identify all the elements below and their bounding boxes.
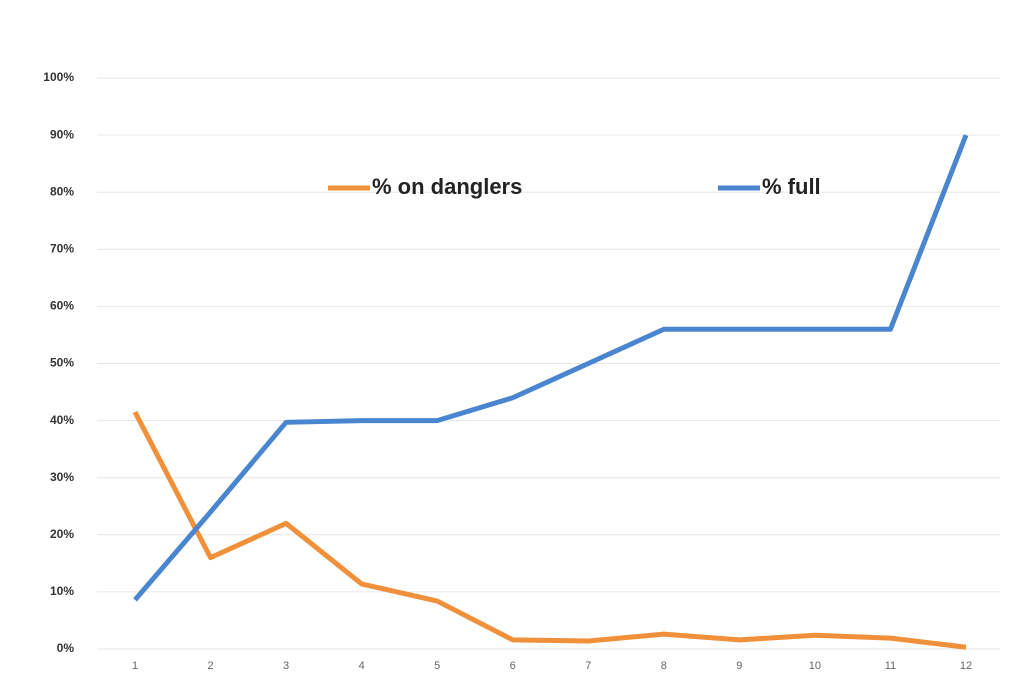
x-tick-label: 1: [132, 660, 138, 672]
legend-label: % on danglers: [372, 174, 522, 199]
x-tick-label: 3: [283, 660, 289, 672]
x-tick-label: 7: [585, 660, 591, 672]
x-tick-label: 6: [510, 660, 516, 672]
x-tick-label: 12: [960, 660, 972, 672]
y-tick-label: 30%: [50, 470, 74, 484]
x-tick-label: 8: [661, 660, 667, 672]
y-tick-label: 20%: [50, 527, 74, 541]
y-tick-label: 100%: [43, 70, 74, 84]
y-tick-label: 10%: [50, 584, 74, 598]
x-tick-label: 10: [809, 660, 821, 672]
legend-label: % full: [762, 174, 821, 199]
y-tick-label: 40%: [50, 413, 74, 427]
series-line: [133, 134, 969, 602]
x-tick-label: 2: [207, 660, 213, 672]
y-tick-label: 90%: [50, 127, 74, 141]
x-tick-label: 11: [885, 660, 896, 672]
y-tick-label: 60%: [50, 299, 74, 313]
x-tick-label: 9: [736, 660, 742, 672]
series-line: [132, 410, 967, 650]
y-tick-label: 70%: [50, 241, 74, 255]
y-tick-label: 50%: [50, 356, 74, 370]
x-tick-label: 5: [434, 660, 440, 672]
x-tick-label: 4: [359, 660, 365, 672]
y-tick-label: 80%: [50, 184, 74, 198]
y-tick-label: 0%: [57, 641, 75, 655]
